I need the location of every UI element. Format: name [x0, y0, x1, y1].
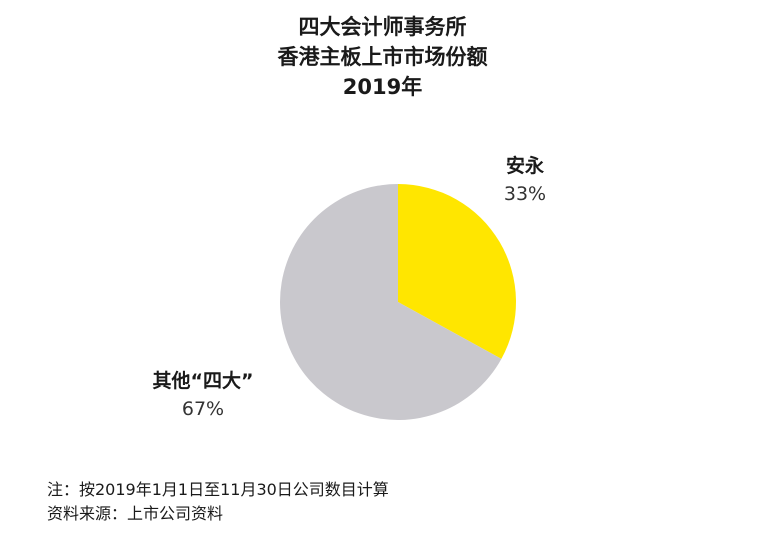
- pie-slice-others: [279, 183, 502, 421]
- chart-title: 四大会计师事务所 香港主板上市市场份额 2019年: [0, 12, 765, 102]
- title-line-3: 2019年: [342, 75, 423, 99]
- slice-value-others: 67%: [181, 398, 225, 420]
- title-line-2: 香港主板上市市场份额: [277, 45, 488, 69]
- source-line: 资料来源：上市公司资料: [47, 504, 224, 523]
- note-line-1: 注：按2019年1月1日至11月30日公司数目计算: [47, 480, 389, 499]
- footnotes: 注：按2019年1月1日至11月30日公司数目计算 资料来源：上市公司资料: [47, 478, 389, 526]
- slice-label-ey: 安永 33%: [480, 152, 570, 208]
- slice-name-others: 其他“四大”: [152, 370, 254, 392]
- slice-label-others: 其他“四大” 67%: [128, 367, 278, 423]
- title-line-1: 四大会计师事务所: [298, 15, 467, 39]
- slice-name-ey: 安永: [505, 155, 544, 177]
- pie-slice-ey: [398, 184, 516, 359]
- slice-value-ey: 33%: [503, 183, 547, 205]
